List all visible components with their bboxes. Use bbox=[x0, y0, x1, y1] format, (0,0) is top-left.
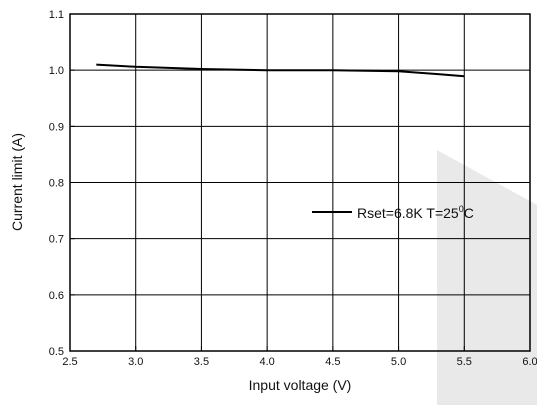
y-tick-label: 1.1 bbox=[49, 9, 64, 21]
x-tick-label: 6.0 bbox=[522, 356, 537, 368]
y-tick-label: 0.6 bbox=[49, 290, 64, 302]
legend: Rset=6.8K T=250C bbox=[312, 204, 474, 221]
watermark-shape bbox=[437, 150, 537, 405]
legend-label-unit: C bbox=[464, 205, 474, 221]
y-tick-label: 0.8 bbox=[49, 178, 64, 190]
x-tick-label: 5.0 bbox=[391, 356, 406, 368]
x-tick-label: 2.5 bbox=[62, 356, 77, 368]
x-tick-label: 4.0 bbox=[259, 356, 274, 368]
x-tick-label: 3.0 bbox=[128, 356, 143, 368]
legend-label-main: Rset=6.8K T=25 bbox=[357, 205, 459, 221]
legend-label-superscript: 0 bbox=[459, 204, 464, 214]
x-tick-label: 5.5 bbox=[457, 356, 472, 368]
x-tick-label: 4.5 bbox=[325, 356, 340, 368]
legend-label: Rset=6.8K T=250C bbox=[357, 204, 474, 221]
y-axis-label: Current limit (A) bbox=[9, 133, 25, 231]
y-tick-label: 0.7 bbox=[49, 234, 64, 246]
series-layer bbox=[96, 63, 465, 78]
series-line bbox=[96, 63, 465, 78]
y-tick-label: 0.5 bbox=[49, 346, 64, 358]
y-tick-label: 0.9 bbox=[49, 121, 64, 133]
y-tick-label: 1.0 bbox=[49, 65, 64, 77]
x-axis-label: Input voltage (V) bbox=[249, 377, 352, 393]
x-tick-label: 3.5 bbox=[194, 356, 209, 368]
ticks: 2.5 3.0 3.5 4.0 4.5 5.0 5.5 6.0 0.5 0.6 0.7 0.8 0.9 1… bbox=[49, 9, 537, 368]
